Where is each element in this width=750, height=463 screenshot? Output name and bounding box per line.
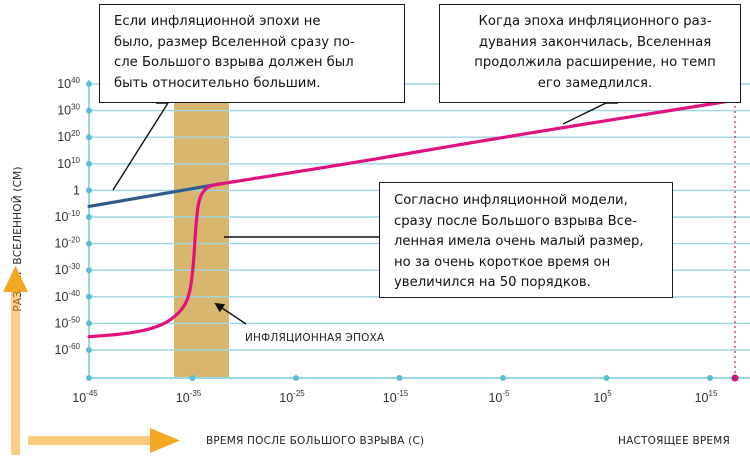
inflation-epoch-label: ИНФЛЯЦИОННАЯ ЭПОХА bbox=[245, 332, 385, 344]
callout-no-inflation: Если инфляционной эпохи не было, размер … bbox=[99, 4, 405, 103]
y-tick-dot bbox=[86, 320, 92, 327]
y-tick-dot bbox=[86, 134, 92, 141]
x-tick-label: 10-15 bbox=[383, 389, 409, 405]
y-tick-label: 10-60 bbox=[55, 342, 81, 357]
x-tick-dot bbox=[603, 375, 610, 381]
y-tick-label: 10-10 bbox=[55, 209, 81, 224]
y-tick-label: 10-40 bbox=[55, 289, 81, 304]
y-tick-dot bbox=[86, 160, 92, 167]
y-tick-dot bbox=[86, 240, 92, 247]
y-tick-dot bbox=[86, 107, 92, 114]
x-tick-label: 1015 bbox=[695, 389, 718, 405]
y-axis-arrow bbox=[3, 266, 28, 455]
present-time-label: НАСТОЯЩЕЕ ВРЕМЯ bbox=[618, 435, 730, 447]
series-line-no-inflation bbox=[87, 182, 222, 208]
x-tick-dot bbox=[189, 375, 196, 381]
y-tick-dot bbox=[86, 214, 92, 220]
x-tick-dot bbox=[86, 375, 92, 381]
inflation-epoch-band bbox=[174, 80, 229, 377]
y-tick-label: 1010 bbox=[57, 156, 80, 171]
x-axis-dots bbox=[86, 375, 713, 381]
y-tick-label: 10-30 bbox=[55, 262, 81, 277]
x-axis-title: ВРЕМЯ ПОСЛЕ БОЛЬШОГО ВЗРЫВА (С) bbox=[206, 435, 424, 447]
y-tick-labels: 1040 1030 1020 1010 1 10-10 10-20 10-30 10-40 10-… bbox=[55, 76, 81, 357]
y-tick-dot bbox=[86, 293, 92, 300]
x-tick-label: 10-25 bbox=[279, 389, 305, 405]
y-tick-label: 1030 bbox=[57, 103, 80, 118]
x-axis-arrow bbox=[28, 428, 180, 453]
grid-lines bbox=[89, 83, 750, 351]
x-tick-label: 10-5 bbox=[488, 389, 510, 405]
y-tick-dot bbox=[86, 187, 92, 194]
series-line-inflation bbox=[87, 98, 738, 339]
x-tick-label: 10-45 bbox=[72, 389, 98, 405]
callout-after-inflation: Когда эпоха инфляционного раз- дувания з… bbox=[439, 4, 741, 103]
y-tick-dot bbox=[86, 347, 92, 353]
y-tick-label: 1040 bbox=[57, 76, 80, 91]
y-tick-label: 10-50 bbox=[55, 315, 81, 330]
x-tick-label: 105 bbox=[593, 389, 612, 405]
y-tick-label: 1020 bbox=[57, 129, 80, 144]
y-tick-dot bbox=[86, 267, 92, 274]
y-tick-dot bbox=[86, 81, 92, 87]
x-tick-label: 10-35 bbox=[176, 389, 202, 405]
x-tick-labels: 10-45 10-35 10-25 10-15 10-5 105 1015 bbox=[72, 389, 718, 405]
y-tick-label: 10-20 bbox=[55, 236, 81, 251]
callout-pointers bbox=[112, 102, 618, 325]
callout-inflation-model: Согласно инфляционной модели, сразу посл… bbox=[379, 182, 673, 298]
x-tick-dot bbox=[500, 375, 506, 381]
x-tick-dot bbox=[293, 375, 299, 381]
y-axis-dots bbox=[86, 81, 92, 353]
x-tick-dot bbox=[396, 375, 403, 381]
x-tick-dot bbox=[707, 375, 713, 381]
present-time-dot bbox=[731, 374, 739, 382]
y-tick-label: 1 bbox=[73, 183, 80, 197]
